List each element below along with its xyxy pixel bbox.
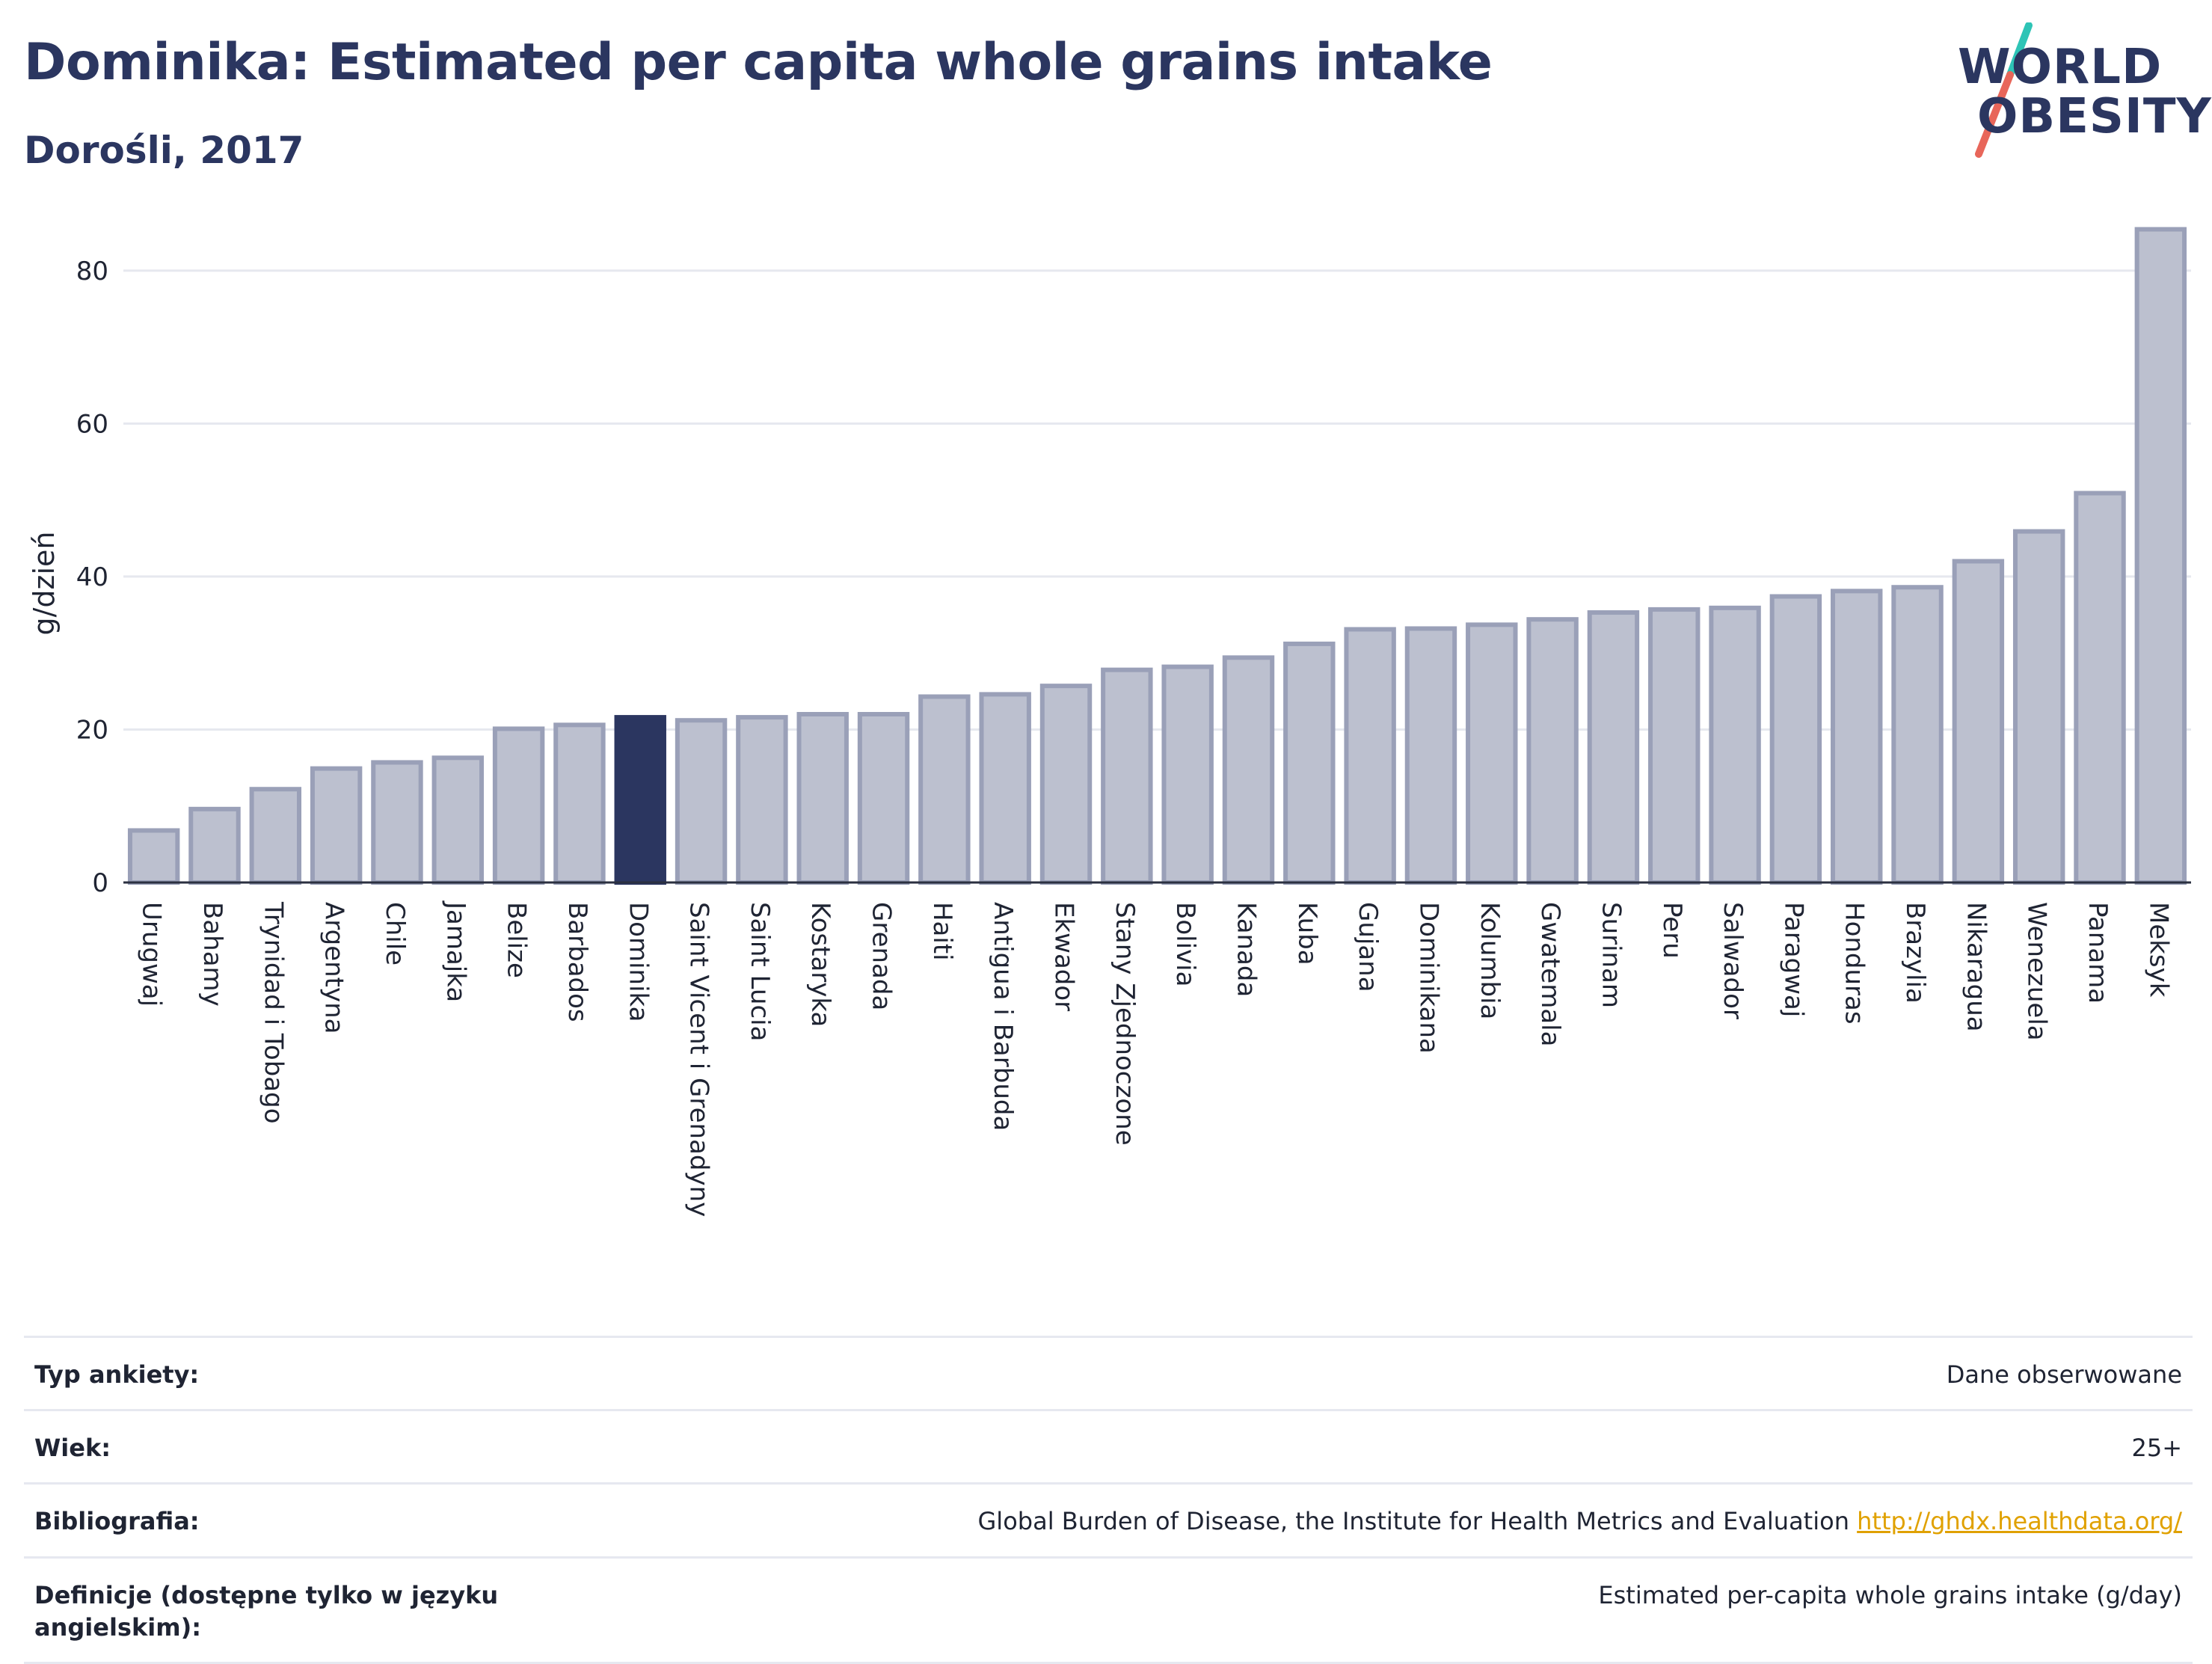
x-tick-label: Urugwaj xyxy=(137,902,167,1007)
x-tick-label: Salwador xyxy=(1718,902,1748,1019)
y-axis-title: g/dzień xyxy=(28,531,61,635)
info-row-survey-type: Typ ankiety: Dane obserwowane xyxy=(24,1336,2193,1409)
info-value: Dane obserwowane xyxy=(1946,1360,2182,1389)
bar-chart: 0 20 40 60 80 g/dzień Urugwaj Bahamy Trynidad i … xyxy=(28,227,2191,1217)
y-tick-label: 40 xyxy=(76,562,108,592)
bar-saint-vicent-i-grenadyny[interactable] xyxy=(675,718,728,885)
bar-belize[interactable] xyxy=(492,726,545,885)
bibliography-text: Global Burden of Disease, the Institute … xyxy=(977,1507,1849,1536)
bar-wenezuela[interactable] xyxy=(2012,529,2065,885)
bar-gwatemala[interactable] xyxy=(1526,617,1579,885)
bar-jamajka[interactable] xyxy=(431,755,484,885)
bar-dominikana[interactable] xyxy=(1404,626,1457,885)
bar-brazylia[interactable] xyxy=(1891,585,1944,885)
x-tick-label: Haiti xyxy=(927,902,957,961)
bar-honduras[interactable] xyxy=(1831,589,1883,885)
info-key: Definicje (dostępne tylko w języku angie… xyxy=(34,1580,499,1642)
x-tick-label: Grenada xyxy=(867,902,897,1010)
bar-kanada[interactable] xyxy=(1222,655,1275,885)
bar-panama[interactable] xyxy=(2074,491,2126,885)
x-tick-label: Kostaryka xyxy=(805,902,835,1027)
x-tick-label: Chile xyxy=(380,902,410,965)
bar-surinam[interactable] xyxy=(1587,610,1640,885)
bar-chile[interactable] xyxy=(371,760,423,885)
chart-title: Dominika: Estimated per capita whole gra… xyxy=(24,33,1493,92)
x-tick-label: Barbados xyxy=(562,902,592,1022)
bar-saint-lucia[interactable] xyxy=(736,715,788,885)
bar-trynidad-i-tobago[interactable] xyxy=(249,787,302,885)
x-tick-label: Honduras xyxy=(1840,902,1870,1025)
info-key: Typ ankiety: xyxy=(34,1360,200,1389)
x-tick-label: Peru xyxy=(1657,902,1687,959)
x-tick-label: Panama xyxy=(2083,902,2113,1004)
logo-slash-icon xyxy=(1975,22,2033,158)
info-value: 25+ xyxy=(2131,1434,2182,1463)
x-tick-label: Jamajka xyxy=(440,900,470,1002)
info-value: Global Burden of Disease, the Institute … xyxy=(978,1505,2183,1538)
bar-nikaragua[interactable] xyxy=(1952,559,2005,885)
bar-kostaryka[interactable] xyxy=(796,712,849,885)
bar-bolivia[interactable] xyxy=(1161,664,1214,885)
logo-line-2: OBESITY xyxy=(1977,89,2212,144)
x-tick-label: Bolivia xyxy=(1170,902,1200,986)
y-tick-label: 20 xyxy=(76,715,108,745)
bar-meksyk[interactable] xyxy=(2134,227,2187,885)
bar-gujana[interactable] xyxy=(1344,627,1396,885)
x-tick-label: Kolumbia xyxy=(1475,902,1505,1019)
x-tick-label: Kanada xyxy=(1231,902,1261,997)
x-tick-label: Bahamy xyxy=(197,902,227,1007)
bar-stany-zjednoczone[interactable] xyxy=(1101,667,1153,885)
bar-haiti[interactable] xyxy=(918,694,971,885)
bar-kolumbia[interactable] xyxy=(1466,622,1518,885)
x-tick-label: Gujana xyxy=(1353,902,1383,992)
x-tick-label: Dominikana xyxy=(1413,902,1443,1054)
info-row-definitions: Definicje (dostępne tylko w języku angie… xyxy=(24,1556,2193,1664)
bar-kuba[interactable] xyxy=(1283,641,1336,885)
x-tick-label: Wenezuela xyxy=(2022,902,2052,1041)
bar-urugwaj[interactable] xyxy=(127,828,180,885)
x-tick-label: Gwatemala xyxy=(1535,902,1565,1046)
bar-grenada[interactable] xyxy=(857,712,910,885)
x-tick-label: Stany Zjednoczone xyxy=(1110,902,1140,1146)
bar-bahamy[interactable] xyxy=(188,806,241,885)
x-tick-label: Dominika xyxy=(623,902,653,1022)
x-tick-label: Nikaragua xyxy=(1961,902,1991,1032)
x-tick-label: Argentyna xyxy=(319,902,349,1034)
y-tick-label: 0 xyxy=(92,868,108,898)
bar-salwador[interactable] xyxy=(1709,605,1761,885)
x-tick-label: Ekwador xyxy=(1049,902,1079,1011)
x-tick-label: Kuba xyxy=(1292,902,1322,965)
bar-ekwador[interactable] xyxy=(1039,684,1093,885)
bibliography-link[interactable]: http://ghdx.healthdata.org/ xyxy=(1857,1507,2182,1536)
bar-dominika[interactable] xyxy=(614,715,666,885)
info-row-bibliography: Bibliografia: Global Burden of Disease, … xyxy=(24,1482,2193,1556)
info-key: Bibliografia: xyxy=(34,1507,200,1536)
x-tick-label: Saint Vicent i Grenadyny xyxy=(684,902,714,1217)
bar-paragwaj[interactable] xyxy=(1769,594,1822,885)
bar-barbados[interactable] xyxy=(553,722,606,885)
info-row-age: Wiek: 25+ xyxy=(24,1409,2193,1482)
info-key: Wiek: xyxy=(34,1434,111,1463)
y-tick-label: 80 xyxy=(76,257,108,286)
y-tick-label: 60 xyxy=(76,409,108,439)
info-table: Typ ankiety: Dane obserwowane Wiek: 25+ … xyxy=(24,1336,2193,1664)
x-tick-label: Antigua i Barbuda xyxy=(988,902,1018,1131)
x-tick-label: Surinam xyxy=(1596,902,1626,1008)
x-tick-label: Paragwaj xyxy=(1778,902,1808,1017)
x-tick-label: Belize xyxy=(502,902,532,978)
x-tick-label: Trynidad i Tobago xyxy=(258,901,288,1124)
bar-argentyna[interactable] xyxy=(310,766,363,885)
x-tick-label: Brazylia xyxy=(1900,902,1930,1004)
x-tick-label: Meksyk xyxy=(2143,902,2173,998)
bar-peru[interactable] xyxy=(1648,607,1701,885)
bar-antigua-i-barbuda[interactable] xyxy=(979,692,1031,885)
info-value: Estimated per-capita whole grains intake… xyxy=(1598,1580,2182,1609)
chart-subtitle: Dorośli, 2017 xyxy=(24,129,304,172)
world-obesity-logo: WORLD OBESITY xyxy=(1937,22,2211,165)
logo-line-1: WORLD xyxy=(1958,40,2163,95)
x-tick-label: Saint Lucia xyxy=(745,902,775,1041)
